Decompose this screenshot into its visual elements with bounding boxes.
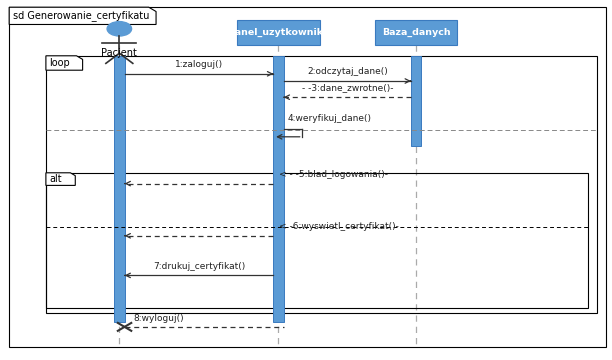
Bar (273, 56, 283, 322)
Polygon shape (46, 56, 83, 70)
Text: < -6:wyswietl_certyfikat()-: < -6:wyswietl_certyfikat()- (279, 222, 399, 231)
Text: 2:odczytaj_dane(): 2:odczytaj_dane() (307, 67, 387, 76)
Polygon shape (9, 7, 156, 24)
Polygon shape (46, 173, 75, 185)
Text: loop: loop (49, 58, 70, 68)
Circle shape (107, 22, 132, 36)
Text: 1:zaloguj(): 1:zaloguj() (175, 60, 223, 69)
Text: Pacjent: Pacjent (102, 48, 137, 58)
Text: 8:wyloguj(): 8:wyloguj() (134, 314, 184, 323)
Text: 4:weryfikuj_dane(): 4:weryfikuj_dane() (288, 114, 371, 123)
Bar (46, 56, 597, 313)
Text: < - -5:blad_logowania()-: < - -5:blad_logowania()- (279, 170, 389, 179)
Bar (46, 173, 588, 308)
Text: alt: alt (49, 174, 62, 184)
Text: - -3:dane_zwrotne()-: - -3:dane_zwrotne()- (302, 84, 393, 93)
Text: Panel_uzytkownika: Panel_uzytkownika (228, 28, 329, 37)
Text: sd Generowanie_certyfikatu: sd Generowanie_certyfikatu (13, 10, 149, 21)
Bar (411, 56, 422, 146)
Bar (237, 20, 319, 45)
Text: 7:drukuj_certyfikat(): 7:drukuj_certyfikat() (153, 262, 245, 271)
Bar (375, 20, 458, 45)
Text: Baza_danych: Baza_danych (382, 28, 450, 37)
Bar (114, 56, 125, 322)
